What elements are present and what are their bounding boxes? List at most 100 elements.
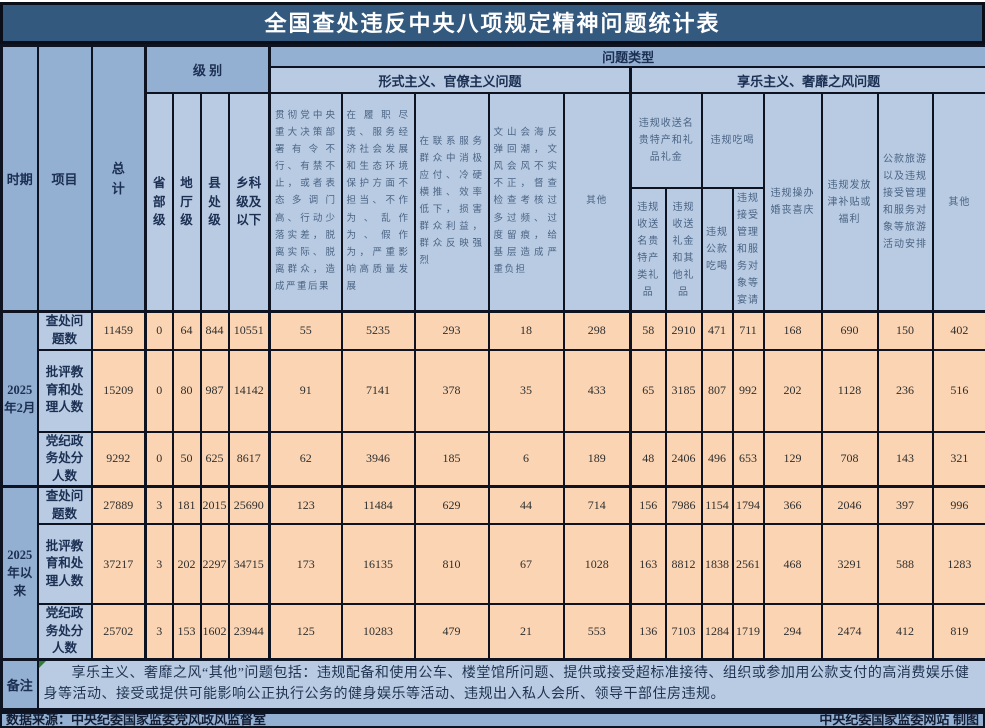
data-cell: 236 bbox=[878, 350, 933, 432]
col-header-weddings-funerals: 违规操办婚丧喜庆 bbox=[764, 93, 822, 312]
data-cell: 471 bbox=[702, 312, 733, 350]
data-cell: 80 bbox=[173, 350, 201, 432]
data-source-text: 数据来源：中央纪委国家监委党风政风监督室 bbox=[6, 712, 266, 727]
data-cell: 397 bbox=[878, 487, 933, 525]
data-cell: 3 bbox=[146, 487, 173, 525]
table-row: 党纪政务处分人数 9292 0 50 625 8617 62 3946 185 … bbox=[2, 432, 985, 487]
data-cell: 67 bbox=[489, 524, 564, 604]
table-row: 党纪政务处分人数 25702 3 153 1602 23944 125 1028… bbox=[2, 604, 985, 659]
data-cell: 8617 bbox=[229, 432, 270, 487]
footer-bar: 数据来源：中央纪委国家监委党风政风监督室 中央纪委国家监委网站 制图 bbox=[0, 711, 985, 728]
data-cell: 711 bbox=[733, 312, 764, 350]
data-cell: 553 bbox=[564, 604, 631, 659]
data-cell: 156 bbox=[631, 487, 666, 525]
data-cell: 2015 bbox=[201, 487, 229, 525]
data-cell: 708 bbox=[822, 432, 878, 487]
data-cell: 378 bbox=[415, 350, 489, 432]
col-header-banquet-invites: 违规接受管理和服务对象等宴请 bbox=[733, 188, 764, 312]
data-cell: 412 bbox=[878, 604, 933, 659]
data-cell: 50 bbox=[173, 432, 201, 487]
data-cell: 35 bbox=[489, 350, 564, 432]
data-cell: 14142 bbox=[229, 350, 270, 432]
data-cell: 479 bbox=[415, 604, 489, 659]
item-cell: 批评教育和处理人数 bbox=[38, 350, 92, 432]
data-cell: 125 bbox=[270, 604, 342, 659]
data-cell: 62 bbox=[270, 432, 342, 487]
data-cell: 1283 bbox=[933, 524, 985, 604]
col-header-formalism-2: 在履职尽责、服务经济社会发展和生态环境保护方面不担当、不作为、乱作为、假作为，严… bbox=[342, 93, 415, 312]
table-row: 批评教育和处理人数 15209 0 80 987 14142 91 7141 3… bbox=[2, 350, 985, 432]
col-header-level-county: 县处级 bbox=[201, 93, 229, 312]
data-cell: 55 bbox=[270, 312, 342, 350]
data-cell: 588 bbox=[878, 524, 933, 604]
col-header-specialty-gifts: 违规收送名贵特产类礼品 bbox=[631, 188, 666, 312]
item-cell: 批评教育和处理人数 bbox=[38, 524, 92, 604]
data-cell: 807 bbox=[702, 350, 733, 432]
credit-text: 中央纪委国家监委网站 制图 bbox=[819, 712, 979, 727]
data-cell: 10551 bbox=[229, 312, 270, 350]
data-cell: 433 bbox=[564, 350, 631, 432]
data-cell: 3 bbox=[146, 604, 173, 659]
item-cell: 查处问题数 bbox=[38, 312, 92, 350]
data-cell: 987 bbox=[201, 350, 229, 432]
statistics-table: 时期 项目 总计 级 别 问题类型 形式主义、官僚主义问题 享乐主义、奢靡之风问… bbox=[0, 44, 985, 711]
data-cell: 629 bbox=[415, 487, 489, 525]
data-cell: 16135 bbox=[342, 524, 415, 604]
data-cell: 202 bbox=[764, 350, 822, 432]
data-cell: 321 bbox=[933, 432, 985, 487]
table-row: 批评教育和处理人数 37217 3 202 2297 34715 173 161… bbox=[2, 524, 985, 604]
data-cell: 44 bbox=[489, 487, 564, 525]
data-cell: 844 bbox=[201, 312, 229, 350]
data-cell: 3185 bbox=[666, 350, 702, 432]
remark-label: 备注 bbox=[2, 659, 38, 709]
data-cell: 298 bbox=[564, 312, 631, 350]
data-cell: 18 bbox=[489, 312, 564, 350]
data-cell: 189 bbox=[564, 432, 631, 487]
data-cell: 48 bbox=[631, 432, 666, 487]
data-cell: 15209 bbox=[92, 350, 146, 432]
data-cell: 690 bbox=[822, 312, 878, 350]
data-cell: 34715 bbox=[229, 524, 270, 604]
data-cell: 996 bbox=[933, 487, 985, 525]
data-cell: 3291 bbox=[822, 524, 878, 604]
data-cell: 6 bbox=[489, 432, 564, 487]
data-cell: 150 bbox=[878, 312, 933, 350]
data-cell: 293 bbox=[415, 312, 489, 350]
col-header-public-funds-dining: 违规公款吃喝 bbox=[702, 188, 733, 312]
data-cell: 136 bbox=[631, 604, 666, 659]
col-header-level-prefecture: 地厅级 bbox=[173, 93, 201, 312]
data-cell: 1028 bbox=[564, 524, 631, 604]
cell-corner-artifact bbox=[39, 661, 46, 668]
data-cell: 366 bbox=[764, 487, 822, 525]
data-cell: 8812 bbox=[666, 524, 702, 604]
col-header-level-township: 乡科级及以下 bbox=[229, 93, 270, 312]
remark-row: 备注 享乐主义、奢靡之风“其他”问题包括：违规配备和使用公车、楼堂馆所问题、提供… bbox=[2, 659, 985, 709]
col-header-formalism-other: 其他 bbox=[564, 93, 631, 312]
data-cell: 1838 bbox=[702, 524, 733, 604]
data-cell: 21 bbox=[489, 604, 564, 659]
data-cell: 65 bbox=[631, 350, 666, 432]
data-cell: 27889 bbox=[92, 487, 146, 525]
table-row: 2025年2月 查处问题数 11459 0 64 844 10551 55 52… bbox=[2, 312, 985, 350]
data-cell: 819 bbox=[933, 604, 985, 659]
col-header-formalism-4: 文山会海反弹回潮，文风会风不实不正，督查检查考核过多过频、过度留痕，给基层造成严… bbox=[489, 93, 564, 312]
data-cell: 7141 bbox=[342, 350, 415, 432]
data-cell: 2561 bbox=[733, 524, 764, 604]
data-cell: 1154 bbox=[702, 487, 733, 525]
item-cell: 查处问题数 bbox=[38, 487, 92, 525]
data-cell: 163 bbox=[631, 524, 666, 604]
data-cell: 129 bbox=[764, 432, 822, 487]
data-cell: 25690 bbox=[229, 487, 270, 525]
data-cell: 3946 bbox=[342, 432, 415, 487]
data-cell: 0 bbox=[146, 350, 173, 432]
item-cell: 党纪政务处分人数 bbox=[38, 604, 92, 659]
col-header-level-province: 省部级 bbox=[146, 93, 173, 312]
data-cell: 625 bbox=[201, 432, 229, 487]
data-cell: 992 bbox=[733, 350, 764, 432]
data-cell: 181 bbox=[173, 487, 201, 525]
header-row-3: 省部级 地厅级 县处级 乡科级及以下 贯彻党中央重大决策部署有令不行、有禁不止，… bbox=[2, 93, 985, 188]
data-cell: 11459 bbox=[92, 312, 146, 350]
data-cell: 91 bbox=[270, 350, 342, 432]
data-cell: 0 bbox=[146, 432, 173, 487]
